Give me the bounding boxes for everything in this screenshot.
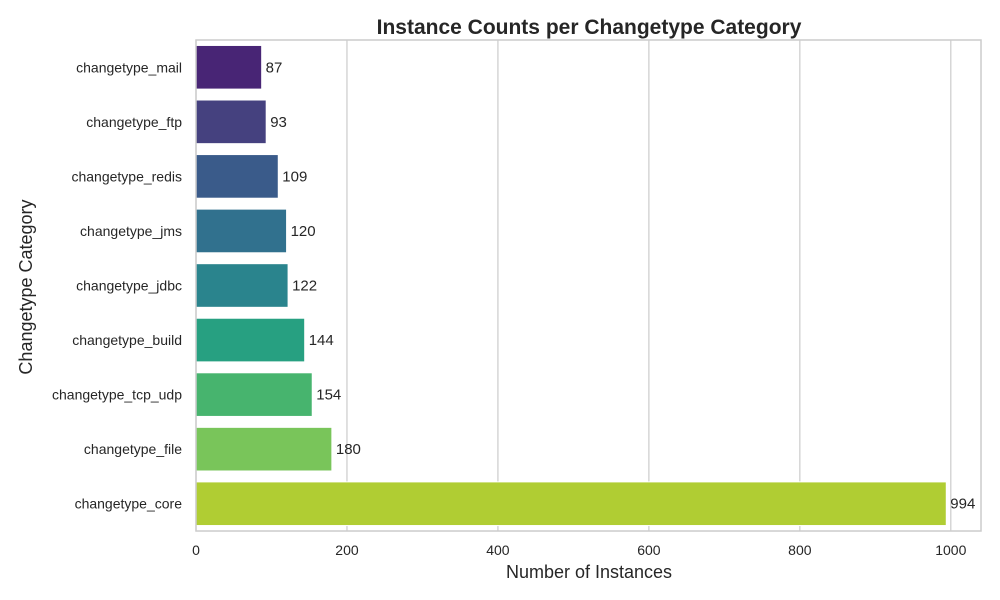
bar-value-label: 109 <box>282 168 307 185</box>
y-tick-label: changetype_tcp_udp <box>52 387 182 403</box>
bar-value-label: 144 <box>309 332 334 349</box>
x-axis-label: Number of Instances <box>506 562 672 582</box>
x-tick-label: 0 <box>192 542 200 558</box>
bar <box>195 263 289 308</box>
y-tick-label: changetype_mail <box>76 59 182 75</box>
x-tick-label: 600 <box>637 542 661 558</box>
y-tick-labels: changetype_mail changetype_ftp changetype_… <box>52 59 182 511</box>
bar-value-label: 93 <box>270 114 287 131</box>
x-tick-label: 400 <box>486 542 510 558</box>
y-tick-label: changetype_core <box>75 496 183 512</box>
x-tick-label: 800 <box>788 542 812 558</box>
bar <box>195 481 947 527</box>
plot-frame <box>195 39 982 532</box>
bar <box>195 208 288 254</box>
chart-title: Instance Counts per Changetype Category <box>377 16 802 39</box>
bar-value-label: 154 <box>316 387 341 404</box>
bars <box>195 44 947 527</box>
data-labels: 87 93 109 120 122 144 154 180 994 <box>266 59 976 512</box>
y-tick-label: changetype_ftp <box>86 114 182 130</box>
bar <box>195 317 306 363</box>
y-tick-label: changetype_file <box>84 441 182 457</box>
x-tick-label: 1000 <box>935 542 966 558</box>
y-tick-label: changetype_build <box>72 332 182 348</box>
x-tick-labels: 0 200 400 600 800 1000 <box>192 542 966 558</box>
y-tick-label: changetype_jms <box>80 223 182 239</box>
y-tick-label: changetype_redis <box>71 168 182 184</box>
bar <box>195 99 267 145</box>
bar-value-label: 122 <box>292 278 317 295</box>
bar-value-label: 87 <box>266 59 283 76</box>
bar-value-label: 994 <box>950 496 975 513</box>
bar <box>195 154 279 199</box>
bar-value-label: 120 <box>291 223 316 240</box>
bar <box>195 426 333 472</box>
y-axis-label: Changetype Category <box>16 199 36 374</box>
bar-value-label: 180 <box>336 441 361 458</box>
bar <box>195 44 263 90</box>
x-tick-label: 200 <box>335 542 359 558</box>
bar <box>195 372 313 417</box>
y-tick-label: changetype_jdbc <box>76 278 182 294</box>
